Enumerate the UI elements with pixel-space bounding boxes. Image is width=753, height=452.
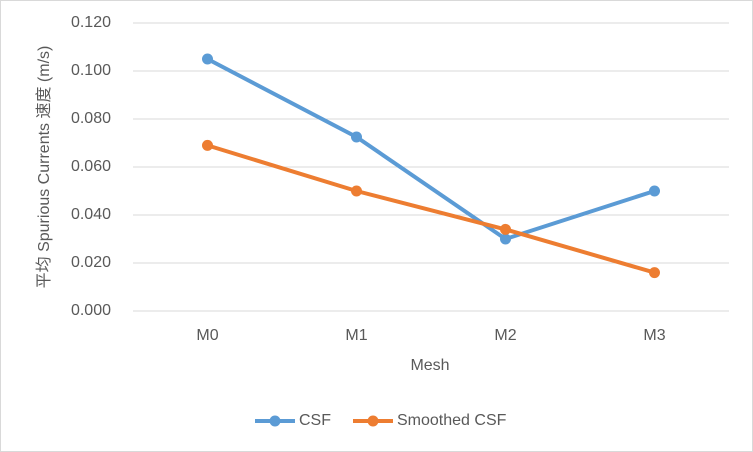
data-point — [351, 185, 362, 197]
legend-marker — [367, 415, 379, 427]
y-tick-label: 0.100 — [71, 62, 111, 79]
legend-label: Smoothed CSF — [397, 412, 507, 429]
data-point — [649, 185, 660, 197]
data-point — [202, 139, 213, 151]
data-point — [649, 267, 660, 279]
x-tick-label: M1 — [345, 327, 367, 344]
legend-label: CSF — [299, 412, 331, 429]
x-tick-label: M0 — [196, 327, 218, 344]
x-tick-label: M3 — [643, 327, 665, 344]
x-axis-label: Mesh — [410, 357, 449, 374]
y-axis-label: 平均 Spurious Currents 速度 (m/s) — [35, 46, 53, 289]
data-point — [202, 53, 213, 65]
y-tick-label: 0.000 — [71, 302, 111, 319]
data-point — [500, 233, 511, 245]
x-tick-label: M2 — [494, 327, 516, 344]
data-point — [500, 223, 511, 235]
y-tick-label: 0.040 — [71, 206, 111, 223]
series-line — [206, 57, 656, 241]
series-line — [206, 143, 656, 275]
data-point — [351, 131, 362, 143]
y-tick-label: 0.060 — [71, 158, 111, 175]
legend-marker — [269, 415, 281, 427]
y-tick-label: 0.020 — [71, 254, 111, 271]
y-tick-label: 0.120 — [71, 14, 111, 31]
y-tick-label: 0.080 — [71, 110, 111, 127]
